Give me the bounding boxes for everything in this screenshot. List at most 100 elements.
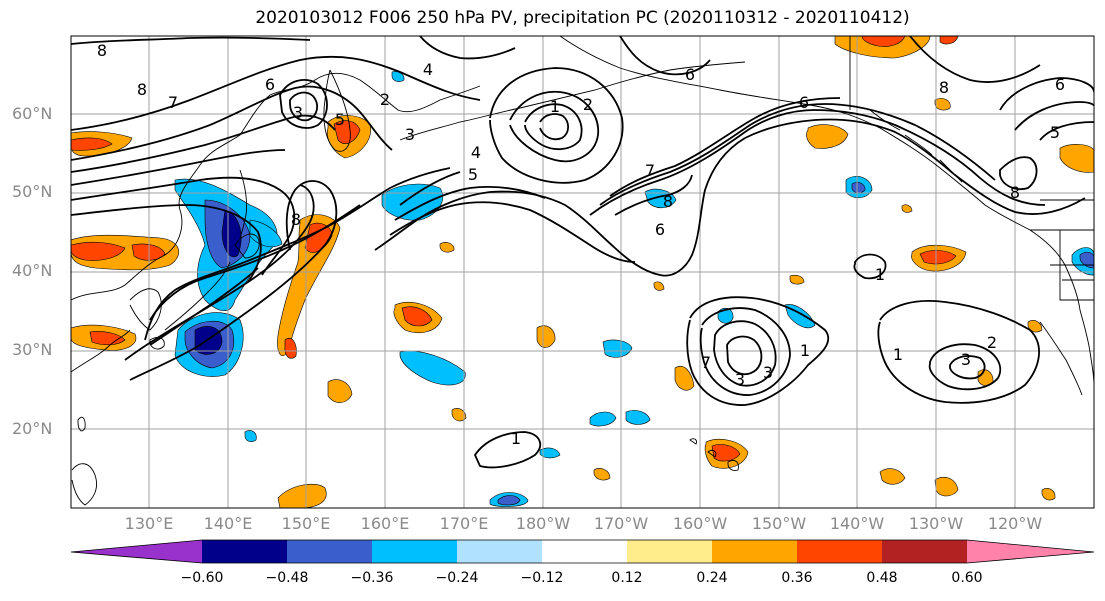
pv-contour-labels: 8 8 7 6 3 4 5 2 4 3 1 2 6 5 7 8 6 6 8 6 …: [97, 41, 1065, 448]
pv-contour-east-ridge-1: [589, 109, 1046, 216]
pv-contour-west-jet-b: [71, 85, 393, 161]
latitude-label: 20°N: [12, 419, 53, 438]
coastline-hawaii-3: [727, 459, 739, 471]
pv-contour-nw-low: [279, 79, 328, 129]
longitude-label: 120°W: [987, 514, 1043, 533]
precip-negative-hawaii-north: [717, 307, 734, 324]
colorbar-extend-high: [967, 540, 1094, 563]
precip-positive-bc-coast: [1059, 144, 1094, 173]
contour-label: 7: [701, 353, 711, 372]
precip-negative-kuril: [249, 219, 283, 248]
precip-positive-small-11: [653, 281, 665, 291]
contour-label: 8: [663, 192, 673, 211]
precip-positive-small-8: [1041, 488, 1056, 501]
precip-positive-gulf: [806, 124, 849, 149]
pv-contour-hawaii-cutoff-3: [713, 320, 777, 387]
longitude-label: 150°E: [281, 514, 331, 533]
pv-contour-west-jet-e: [71, 176, 296, 276]
colorbar-bin: [457, 540, 542, 563]
contour-label: 6: [655, 220, 665, 239]
pv-contour-east-ridge-2: [599, 103, 996, 206]
border-canada-us: [1030, 229, 1094, 301]
contour-label: 3: [293, 103, 303, 122]
colorbar-tick-label: 0.60: [951, 570, 983, 586]
pv-contour-mid-low-2: [524, 103, 583, 151]
coastline-korea: [129, 288, 162, 331]
precip-positive-east-small-2: [934, 477, 959, 497]
colorbar-bin: [542, 540, 627, 563]
pv-contour-mid-low-outer: [489, 67, 624, 184]
colorbar-outline: [70, 539, 1095, 564]
coastline-kamchatka: [323, 69, 351, 152]
pv-contour-east-ridge-3: [609, 97, 841, 197]
colorbar-tick-label: 0.36: [781, 570, 813, 586]
pv-contour-west-jet-f: [71, 204, 262, 283]
longitude-label: 170°E: [439, 514, 489, 533]
precip-negative-gulf-core: [851, 182, 866, 194]
colorbar-tick-label: −0.36: [350, 570, 394, 586]
precip-negative-south-japan-max: [194, 326, 223, 355]
pv-contour-west-jet-a: [71, 55, 481, 131]
colorbar-tick-label: 0.24: [696, 570, 728, 586]
pv-contour-west-jet-d: [71, 149, 286, 186]
precip-positive-east-1-core: [919, 250, 957, 265]
map-content: 8 8 7 6 3 4 5 2 4 3 1 2 6 5 7 8 6 6 8 6 …: [71, 36, 1094, 508]
precip-positive-east-small-1: [879, 468, 906, 485]
pv-contour-north-mid-2: [619, 36, 711, 76]
colorbar-tick-label: −0.12: [520, 570, 564, 586]
pv-contour-east-ridge-4: [614, 174, 693, 216]
contour-label: 3: [763, 363, 773, 382]
contour-label: 7: [645, 161, 655, 180]
contour-label: 4: [471, 143, 481, 162]
pv-contour-trough-1: [129, 180, 338, 381]
contour-label: 8: [97, 41, 107, 60]
contour-label: 1: [550, 97, 560, 116]
pv-contour-mid-low-3: [539, 113, 570, 141]
contour-label: 2: [987, 333, 997, 352]
precip-positive-china-north-core: [71, 241, 126, 261]
precip-negative-small-3: [244, 430, 257, 442]
contour-label: 3: [405, 125, 415, 144]
pv-contours: [71, 36, 1094, 469]
longitude-label: 170°W: [593, 514, 649, 533]
colorbar-bin: [287, 540, 372, 563]
pv-contour-hawaii-cutoff-outer: [686, 296, 830, 406]
longitude-label: 180°W: [515, 514, 571, 533]
pv-contour-hawaii-cutoff-4: [726, 335, 763, 376]
pv-contour-ridge-big: [374, 118, 1086, 277]
pv-contour-east-cutoff-outer: [877, 300, 1040, 404]
colorbar-tick-label: 0.12: [611, 570, 643, 586]
coastline-china-east: [71, 329, 131, 373]
colorbar-bin: [202, 540, 287, 563]
pv-contour-trough-2: [124, 184, 315, 361]
precip-negative-subtropic-1: [399, 350, 466, 386]
coastlines: [71, 36, 1094, 506]
precip-positive-siberia-core: [71, 137, 113, 151]
colorbar-tick-label: −0.60: [180, 570, 224, 586]
contour-label: 6: [799, 93, 809, 112]
colorbar-tick-label: 0.48: [866, 570, 898, 586]
longitude-label: 140°E: [203, 514, 253, 533]
longitude-label: 130°E: [124, 514, 174, 533]
pv-contour-south-1: [144, 167, 451, 341]
contour-label: 1: [875, 265, 885, 284]
precip-positive-small-10: [901, 204, 913, 213]
coastline-taiwan: [77, 416, 86, 432]
colorbar-bin: [712, 540, 797, 563]
pv-contour-ne-corner-1: [999, 77, 1094, 111]
contour-label: 1: [511, 429, 521, 448]
longitude-label: 160°E: [360, 514, 410, 533]
precip-positive-small-9: [439, 242, 455, 253]
pv-contour-ridge-2: [389, 201, 636, 263]
longitude-label: 160°W: [672, 514, 728, 533]
pv-contour-east-cutoff-3: [949, 355, 986, 380]
coastline-japan-hokkaido: [234, 233, 260, 259]
pv-contour-ridge-4: [399, 171, 461, 206]
colorbar-bin: [882, 540, 967, 563]
colorbar-bin: [627, 540, 712, 563]
contour-label: 8: [291, 210, 301, 229]
pv-contour-nw-low-2: [289, 91, 319, 122]
precip-positive-small-4: [451, 408, 467, 422]
precip-positive-central-2: [327, 379, 353, 403]
